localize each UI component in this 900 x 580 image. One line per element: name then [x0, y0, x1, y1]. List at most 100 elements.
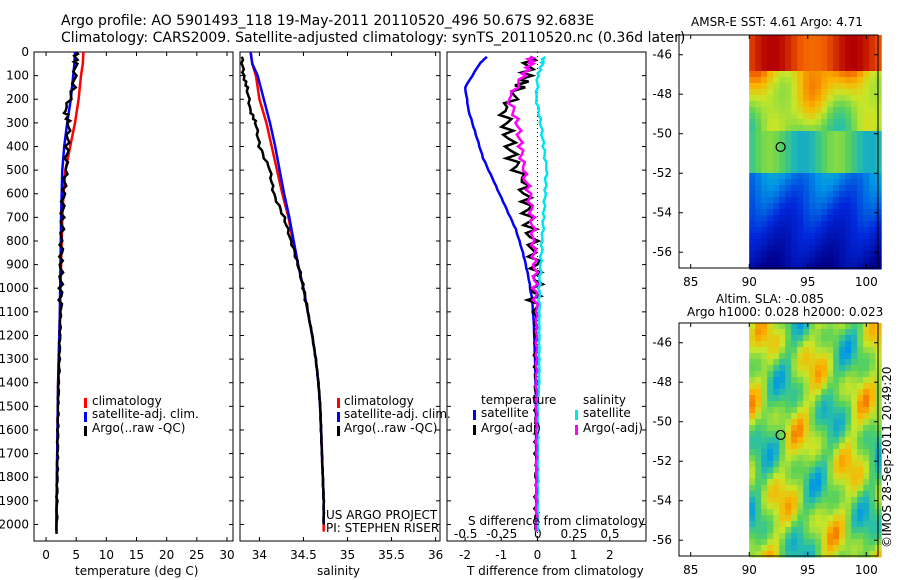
- field-cell: [863, 365, 870, 372]
- field-cell: [839, 173, 846, 180]
- field-cell: [791, 497, 798, 504]
- x-tick-label: 35.5: [378, 548, 405, 562]
- sst-field: [749, 35, 882, 270]
- field-cell: [773, 161, 780, 168]
- field-cell: [839, 419, 846, 426]
- field-cell: [797, 473, 804, 480]
- field-cell: [779, 353, 786, 360]
- field-cell: [821, 179, 828, 186]
- field-cell: [809, 329, 816, 336]
- field-cell: [851, 527, 858, 534]
- field-cell: [761, 419, 768, 426]
- field-cell: [827, 365, 834, 372]
- field-cell: [869, 203, 876, 210]
- field-cell: [851, 497, 858, 504]
- field-cell: [803, 221, 810, 228]
- field-cell: [851, 257, 858, 264]
- field-cell: [791, 59, 798, 66]
- field-cell: [797, 77, 804, 84]
- field-cell: [833, 113, 840, 120]
- field-cell: [821, 221, 828, 228]
- field-cell: [863, 245, 870, 252]
- field-cell: [773, 107, 780, 114]
- field-cell: [803, 167, 810, 174]
- field-cell: [797, 167, 804, 174]
- field-cell: [791, 257, 798, 264]
- field-cell: [857, 455, 864, 462]
- field-cell: [809, 203, 816, 210]
- field-cell: [851, 485, 858, 492]
- field-cell: [773, 263, 780, 270]
- field-cell: [845, 161, 852, 168]
- field-cell: [803, 539, 810, 546]
- field-cell: [815, 101, 822, 108]
- field-cell: [857, 413, 864, 420]
- field-cell: [791, 401, 798, 408]
- field-cell: [803, 143, 810, 150]
- field-cell: [761, 203, 768, 210]
- field-cell: [839, 167, 846, 174]
- field-cell: [803, 239, 810, 246]
- field-cell: [815, 527, 822, 534]
- diff-legend-sal-satellite: satellite: [583, 406, 631, 420]
- field-cell: [851, 419, 858, 426]
- field-cell: [755, 113, 762, 120]
- field-cell: [851, 203, 858, 210]
- field-cell: [773, 413, 780, 420]
- field-cell: [809, 521, 816, 528]
- field-cell: [773, 365, 780, 372]
- field-cell: [815, 113, 822, 120]
- field-cell: [785, 209, 792, 216]
- field-cell: [773, 497, 780, 504]
- field-cell: [821, 359, 828, 366]
- field-cell: [809, 185, 816, 192]
- field-cell: [863, 497, 870, 504]
- field-cell: [755, 551, 762, 558]
- field-cell: [863, 83, 870, 90]
- field-cell: [863, 251, 870, 258]
- field-cell: [869, 533, 876, 540]
- field-cell: [797, 323, 804, 330]
- field-cell: [833, 485, 840, 492]
- field-cell: [869, 155, 876, 162]
- field-cell: [761, 221, 768, 228]
- field-cell: [797, 347, 804, 354]
- field-cell: [749, 551, 756, 558]
- field-cell: [767, 497, 774, 504]
- field-cell: [845, 551, 852, 558]
- field-cell: [803, 383, 810, 390]
- field-cell: [821, 71, 828, 78]
- field-cell: [779, 245, 786, 252]
- field-cell: [815, 491, 822, 498]
- field-cell: [821, 401, 828, 408]
- field-cell: [845, 155, 852, 162]
- field-cell: [833, 125, 840, 132]
- field-cell: [815, 251, 822, 258]
- x-tick-label: -2: [459, 548, 471, 562]
- field-cell: [767, 125, 774, 132]
- field-cell: [851, 185, 858, 192]
- field-cell: [773, 443, 780, 450]
- field-cell: [851, 263, 858, 270]
- field-cell: [749, 233, 756, 240]
- field-cell: [791, 425, 798, 432]
- field-cell: [869, 461, 876, 468]
- field-cell: [809, 353, 816, 360]
- field-cell: [851, 161, 858, 168]
- field-cell: [773, 155, 780, 162]
- field-cell: [869, 35, 876, 42]
- field-cell: [863, 383, 870, 390]
- field-cell: [863, 533, 870, 540]
- field-cell: [869, 125, 876, 132]
- field-cell: [815, 95, 822, 102]
- field-cell: [767, 335, 774, 342]
- field-cell: [767, 503, 774, 510]
- field-cell: [821, 89, 828, 96]
- field-cell: [755, 431, 762, 438]
- field-cell: [863, 119, 870, 126]
- field-cell: [809, 509, 816, 516]
- field-cell: [833, 245, 840, 252]
- field-cell: [833, 395, 840, 402]
- field-cell: [833, 365, 840, 372]
- field-cell: [755, 143, 762, 150]
